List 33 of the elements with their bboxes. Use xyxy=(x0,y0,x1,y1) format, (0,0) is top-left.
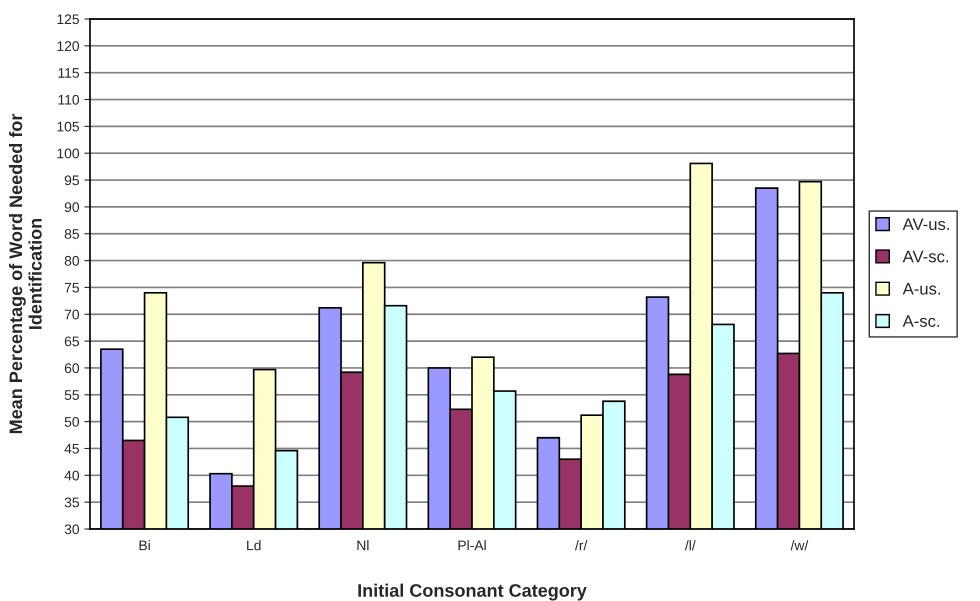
y-tick-label: 75 xyxy=(64,282,80,293)
y-tick-label: 50 xyxy=(64,416,80,427)
x-tick-label: /r/ xyxy=(574,540,588,550)
y-tick-label: 100 xyxy=(57,148,80,158)
y-tick-label: 30 xyxy=(64,524,80,534)
y-tick-label: 115 xyxy=(58,68,80,78)
y-tick-label: 65 xyxy=(64,336,80,346)
y-tick-label: 85 xyxy=(64,229,80,239)
y-tick-label: 80 xyxy=(64,256,80,266)
y-tick-label: 70 xyxy=(64,310,80,320)
x-tick-label: /l/ xyxy=(684,540,696,550)
y-tick-label: 125 xyxy=(57,14,80,24)
y-tick-label: 60 xyxy=(64,363,80,374)
x-tick-label: Pl-Al xyxy=(458,540,486,550)
y-tick-label: 35 xyxy=(64,497,80,508)
y-tick-label: 90 xyxy=(64,202,80,212)
legend-label: A-sc. xyxy=(902,315,940,327)
x-tick-label: Ld xyxy=(247,540,261,550)
y-tick-label: 120 xyxy=(57,41,80,52)
x-tick-label: /w/ xyxy=(790,540,808,550)
y-tick-label: 40 xyxy=(64,470,80,480)
y-axis-title: Mean Percentage of Word Needed for Identification xyxy=(8,114,42,434)
y-tick-label: 95 xyxy=(64,175,80,186)
y-tick-label: 55 xyxy=(64,390,80,400)
legend-label: A-us. xyxy=(902,283,940,295)
legend-label: AV-sc. xyxy=(902,250,948,262)
y-tick-label: 105 xyxy=(57,122,80,132)
x-tick-label: Nl xyxy=(357,540,368,550)
x-axis-title: Initial Consonant Category xyxy=(358,584,587,601)
x-tick-label: Bi xyxy=(140,540,150,550)
y-tick-label: 45 xyxy=(64,444,80,454)
y-tick-label: 110 xyxy=(58,94,80,105)
legend-label: AV-us. xyxy=(902,218,949,230)
